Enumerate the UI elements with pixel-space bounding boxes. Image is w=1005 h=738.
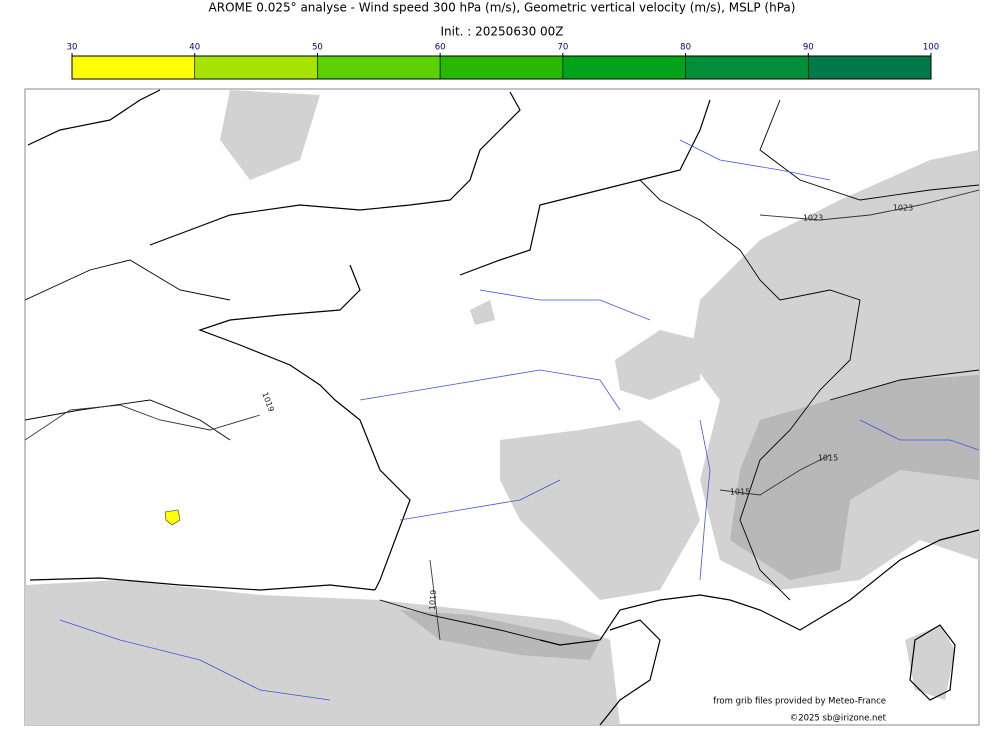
wind-speed-area	[164, 509, 181, 526]
rivers	[59, 139, 979, 701]
isobar-label: 1023	[893, 204, 913, 213]
colorbar-tick-label: 50	[312, 43, 323, 53]
colorbar-segment	[194, 55, 318, 80]
isobars	[25, 189, 979, 641]
colorbar-segment	[562, 55, 686, 80]
coastlines	[27, 89, 979, 725]
colorbar-tick-label: 40	[189, 43, 200, 53]
isobar-label: 1023	[803, 214, 823, 223]
colorbar-segment	[685, 55, 809, 80]
colorbar: 30 40 50 60 70 80 90 100	[67, 43, 939, 80]
colorbar-tick-label: 90	[803, 43, 814, 53]
isobar-label: 1019	[428, 589, 439, 610]
colorbar-tick-label: 80	[680, 43, 691, 53]
borders	[25, 99, 979, 641]
colorbar-tick-label: 70	[557, 43, 568, 53]
colorbar-segment	[317, 55, 441, 80]
credit: from grib files provided by Meteo-France	[713, 697, 886, 707]
isobar-label: 1015	[818, 454, 838, 463]
colorbar-segment	[71, 55, 196, 80]
colorbar-segment	[807, 55, 932, 80]
colorbar-frame	[71, 55, 932, 80]
colorbar-tick-label: 60	[435, 43, 446, 53]
map: 1023 1023 1019 1015 1015 1019 from grib …	[24, 88, 980, 726]
colorbar-segment	[439, 55, 564, 80]
colorbar-tick-label: 100	[923, 43, 939, 53]
credit: ©2025 sb@irizone.net	[790, 714, 887, 724]
title: AROME 0.025° analyse - Wind speed 300 hP…	[209, 1, 796, 15]
subtitle: Init. : 20250630 00Z	[440, 25, 563, 39]
colorbar-tick-label: 30	[67, 43, 78, 53]
isobar-label: 1015	[730, 488, 750, 497]
